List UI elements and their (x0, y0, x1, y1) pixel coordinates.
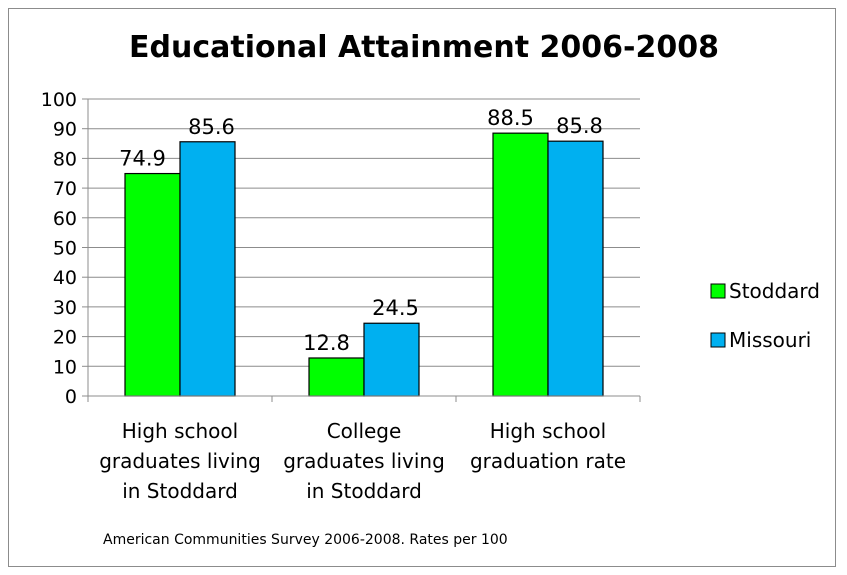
bar-stoddard (308, 357, 365, 397)
y-tick-label: 70 (53, 178, 77, 200)
legend-label: Missouri (729, 328, 811, 352)
y-axis-ticks: 0 10 20 30 40 50 60 70 80 90 100 (41, 89, 88, 408)
bar-missouri (547, 140, 604, 397)
y-tick-label: 80 (53, 148, 77, 170)
y-tick-label: 50 (53, 238, 77, 260)
data-label: 88.5 (487, 106, 534, 130)
category-label: in Stoddard (306, 479, 422, 503)
y-tick-label: 100 (41, 89, 77, 111)
axes (87, 99, 641, 402)
bar-stoddard (124, 172, 181, 397)
category-labels: High school graduates living in Stoddard Co… (99, 419, 626, 503)
category-label: College (327, 419, 402, 443)
data-labels: 74.9 85.6 12.8 24.5 88.5 85.8 (119, 106, 603, 355)
bar-stoddard (492, 132, 549, 397)
category-label: High school (490, 419, 606, 443)
chart-title: Educational Attainment 2006-2008 (129, 30, 719, 65)
bars (124, 132, 604, 397)
data-label: 74.9 (119, 147, 166, 171)
category-label: High school (122, 419, 238, 443)
legend: Stoddard Missouri (710, 279, 820, 352)
y-tick-label: 40 (53, 267, 77, 289)
y-tick-label: 60 (53, 208, 77, 230)
data-label: 24.5 (372, 296, 419, 320)
y-tick-label: 0 (65, 386, 77, 408)
y-tick-label: 30 (53, 297, 77, 319)
bar-missouri (363, 322, 420, 397)
category-label: in Stoddard (122, 479, 238, 503)
y-tick-label: 10 (53, 356, 77, 378)
legend-swatch-missouri (710, 332, 726, 348)
bar-missouri (179, 141, 236, 397)
category-label: graduates living (283, 449, 445, 473)
legend-label: Stoddard (729, 279, 820, 303)
category-label: graduates living (99, 449, 261, 473)
data-label: 85.8 (556, 114, 603, 138)
data-label: 85.6 (188, 115, 235, 139)
y-tick-label: 20 (53, 327, 77, 349)
y-tick-label: 90 (53, 119, 77, 141)
category-label: graduation rate (470, 449, 626, 473)
legend-swatch-stoddard (710, 283, 726, 299)
data-label: 12.8 (303, 331, 350, 355)
source-note: American Communities Survey 2006-2008. R… (103, 532, 508, 548)
